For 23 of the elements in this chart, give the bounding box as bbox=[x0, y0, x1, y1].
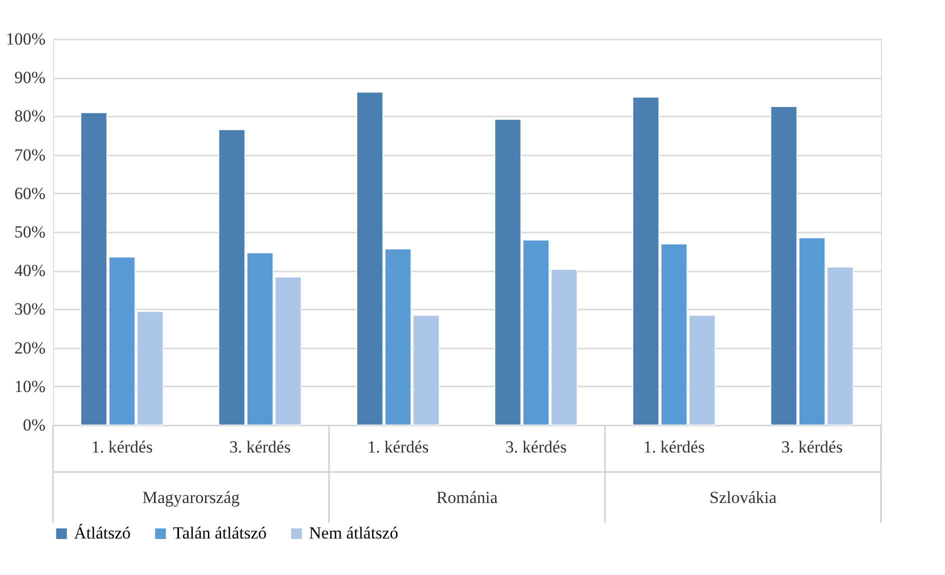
y-tick-label: 40% bbox=[14, 261, 46, 280]
text: Magyarország bbox=[142, 488, 240, 507]
legend-label: Átlátszó bbox=[74, 524, 131, 543]
text: Szlovákia bbox=[709, 488, 777, 507]
x-tick-label: 3. kérdés bbox=[781, 438, 843, 456]
y-tick-label: 70% bbox=[14, 145, 46, 164]
x-tick-label: 1. kérdés bbox=[91, 438, 153, 456]
y-tick-label: 50% bbox=[14, 222, 46, 242]
legend-label: Nem átlátszó bbox=[309, 524, 398, 543]
y-tick-label: 60% bbox=[14, 184, 46, 203]
y-tick-label: 100% bbox=[6, 30, 46, 48]
y-tick-label: 30% bbox=[14, 300, 46, 319]
y-tick-label: 0% bbox=[22, 416, 46, 434]
x-tick-label: 1. kérdés bbox=[643, 438, 705, 456]
y-tick-label: 90% bbox=[14, 68, 46, 88]
y-tick-label: 20% bbox=[14, 338, 46, 358]
y-tick-label: 10% bbox=[14, 376, 46, 396]
legend-label: Talán átlátszó bbox=[173, 524, 267, 543]
x-tick-label: 3. kérdés bbox=[229, 438, 291, 456]
text: Románia bbox=[436, 488, 498, 507]
y-tick-label: 80% bbox=[14, 106, 46, 126]
x-tick-label: 3. kérdés bbox=[505, 438, 567, 456]
x-tick-label: 1. kérdés bbox=[367, 438, 429, 456]
